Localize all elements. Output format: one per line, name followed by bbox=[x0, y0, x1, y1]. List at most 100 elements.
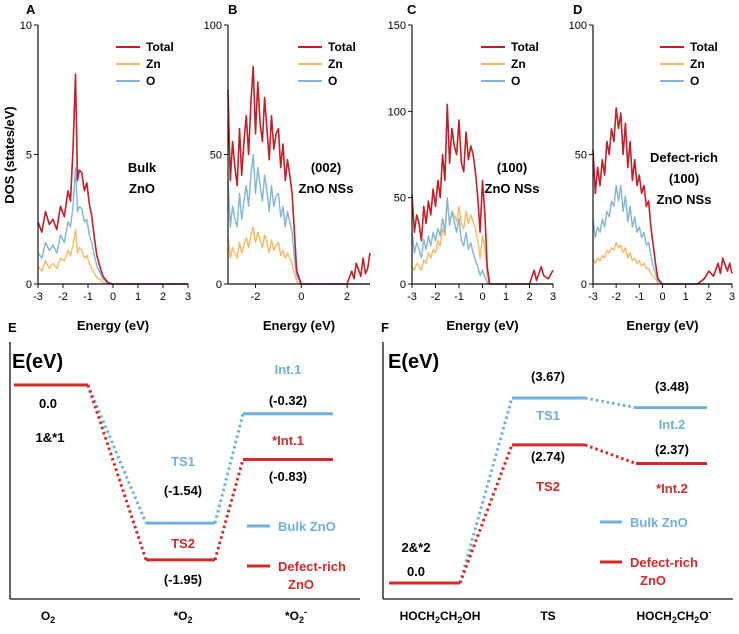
x-tick-label: -2 bbox=[431, 291, 441, 303]
label-part: HOCH bbox=[400, 609, 435, 623]
panel-letter-f: F bbox=[381, 320, 389, 335]
legend-label-o: O bbox=[146, 74, 155, 88]
energy-connector-defect bbox=[86, 384, 148, 561]
panel-annotation: ZnO NSs bbox=[657, 192, 712, 207]
x-axis-label: Energy (eV) bbox=[626, 318, 698, 333]
series-line-o bbox=[37, 166, 188, 285]
energy-connector-defect bbox=[458, 444, 514, 584]
x-tick-label: 3 bbox=[550, 291, 556, 303]
x-tick-label: -2 bbox=[251, 291, 261, 303]
series-line-o bbox=[227, 153, 370, 285]
x-tick-label: 0 bbox=[479, 291, 485, 303]
legend-label-o: O bbox=[328, 74, 337, 88]
energy-value-label: (3.67) bbox=[531, 369, 565, 384]
x-tick-label: -3 bbox=[33, 291, 43, 303]
series-line-zn bbox=[592, 241, 732, 285]
legend-label-zn: Zn bbox=[328, 57, 343, 71]
defect-int-label: *Int.1 bbox=[272, 433, 304, 448]
x-tick-label: 1 bbox=[503, 291, 509, 303]
x-tick-label: 2 bbox=[160, 291, 166, 303]
label-part: OH bbox=[462, 609, 480, 623]
energy-connector-bulk bbox=[584, 396, 637, 410]
y-tick-label: 50 bbox=[210, 150, 222, 162]
legend-label-bulk: Bulk ZnO bbox=[630, 515, 688, 530]
panel-annotation: (002) bbox=[311, 160, 341, 175]
x-tick-label: -2 bbox=[58, 291, 68, 303]
energy-connector-bulk bbox=[86, 384, 148, 524]
panel-annotation: ZnO NSs bbox=[299, 181, 354, 196]
x-tick-label: 0 bbox=[659, 291, 665, 303]
panel-annotation: Bulk bbox=[128, 160, 157, 175]
x-tick-label: -1 bbox=[634, 291, 644, 303]
series-line-zn bbox=[37, 228, 188, 285]
energy-value-label: (-1.95) bbox=[164, 572, 202, 587]
x-category-label: TS bbox=[540, 609, 555, 623]
legend-label-o: O bbox=[511, 74, 520, 88]
series-line-total bbox=[37, 73, 188, 285]
legend-label-bulk: Bulk ZnO bbox=[278, 519, 336, 534]
energy-connector-defect bbox=[213, 459, 245, 561]
y-tick-label: 100 bbox=[204, 20, 222, 32]
energy-value-label: (-0.83) bbox=[269, 469, 307, 484]
x-tick-label: 3 bbox=[729, 291, 735, 303]
label-part: *O bbox=[285, 609, 299, 623]
defect-ts-label: TS2 bbox=[536, 479, 560, 494]
legend-label-total: Total bbox=[328, 40, 356, 54]
x-tick-label: 2 bbox=[526, 291, 532, 303]
label-part: CH bbox=[440, 609, 457, 623]
energy-value-label: (-0.32) bbox=[269, 393, 307, 408]
label-part: HOCH bbox=[636, 609, 671, 623]
label-part: *O bbox=[173, 609, 187, 623]
energy-panel-e: E(eV) 0.0 1&*1 TS1 (-1.54) TS2 (-1.95) Int.1 (-0… bbox=[9, 342, 360, 625]
energy-value-label: (2.74) bbox=[531, 449, 565, 464]
y-axis-label: E(eV) bbox=[388, 351, 439, 373]
dos-panel-c: 0 50 100 150 -3 -2 -1 0 1 2 3 Energy (eV) Total Zn O (1… bbox=[388, 20, 556, 333]
y-tick-label: 10 bbox=[20, 20, 32, 32]
start-state-label: 2&*2 bbox=[402, 540, 431, 555]
panel-annotation: (100) bbox=[669, 171, 699, 186]
label-part: - bbox=[709, 607, 712, 617]
panel-annotation: Defect-rich bbox=[650, 150, 718, 165]
label-part: O bbox=[41, 609, 50, 623]
legend-label-zn: Zn bbox=[511, 57, 526, 71]
legend-label-total: Total bbox=[146, 40, 174, 54]
series-line-zn bbox=[227, 226, 370, 285]
legend-label-total: Total bbox=[511, 40, 539, 54]
label-part: 2 bbox=[299, 615, 304, 625]
energy-value-label: 0.0 bbox=[39, 396, 57, 411]
start-state-label: 1&*1 bbox=[36, 430, 65, 445]
label-part: TS bbox=[540, 609, 555, 623]
label-part: 2 bbox=[672, 615, 677, 625]
legend-label-o: O bbox=[690, 74, 699, 88]
x-tick-label: 0 bbox=[298, 291, 304, 303]
panel-annotation: ZnO NSs bbox=[485, 181, 540, 196]
legend-label-defect-line2: ZnO bbox=[640, 573, 666, 588]
series-line-o bbox=[592, 184, 732, 285]
legend-label-total: Total bbox=[690, 40, 718, 54]
x-category-label: O2 bbox=[41, 609, 55, 625]
y-tick-label: 0 bbox=[216, 279, 222, 291]
x-category-label: *O2- bbox=[285, 607, 307, 625]
x-tick-label: 3 bbox=[185, 291, 191, 303]
label-part: 2 bbox=[457, 615, 462, 625]
panel-letter-e: E bbox=[8, 320, 17, 335]
y-tick-label: 0 bbox=[26, 279, 32, 291]
dos-panel-b: 0 50 100 -2 0 2 Energy (eV) Total Zn O (002) ZnO NS… bbox=[204, 20, 371, 333]
dos-panel-d: 0 50 100 -3 -2 -1 0 1 2 3 Energy (eV) Total Zn O Defec… bbox=[569, 20, 735, 333]
energy-connector-bulk bbox=[213, 413, 245, 524]
y-tick-label: 50 bbox=[575, 150, 587, 162]
x-axis-label: Energy (eV) bbox=[446, 318, 518, 333]
x-tick-label: 2 bbox=[344, 291, 350, 303]
series-line-o bbox=[411, 196, 553, 285]
legend-label-defect: Defect-rich bbox=[278, 559, 346, 574]
x-tick-label: 1 bbox=[683, 291, 689, 303]
x-category-label: HOCH2CH2O- bbox=[636, 607, 711, 625]
y-axis-label: E(eV) bbox=[12, 351, 63, 373]
label-part: 2 bbox=[694, 615, 699, 625]
label-part: 2 bbox=[50, 615, 55, 625]
label-part: 2 bbox=[188, 615, 193, 625]
defect-int-label: *Int.2 bbox=[656, 481, 688, 496]
legend-label-zn: Zn bbox=[146, 57, 161, 71]
